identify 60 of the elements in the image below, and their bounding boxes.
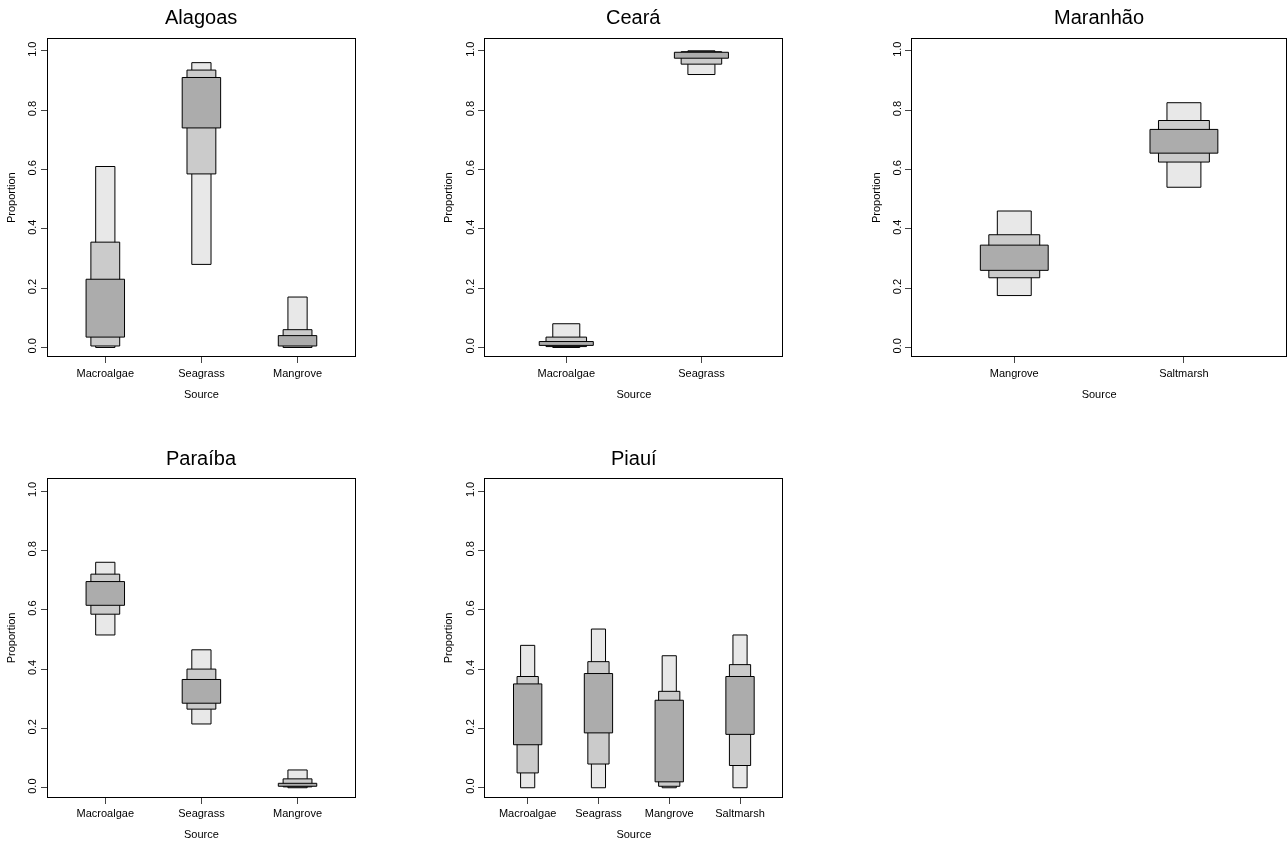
y-tick-label: 0.8 — [463, 100, 476, 117]
y-tick-label: 0.2 — [26, 719, 39, 735]
x-tick-label: Saltmarsh — [1159, 366, 1209, 379]
x-tick-label: Mangrove — [989, 366, 1039, 379]
y-tick-label: 0.8 — [26, 541, 39, 557]
y-tick-label: 0.2 — [463, 719, 476, 735]
y-tick-label: 0.6 — [463, 600, 476, 616]
x-axis-title: Source — [616, 828, 652, 841]
y-tick-label: 0.0 — [463, 778, 476, 794]
y-axis-title: Proportion — [442, 612, 455, 664]
y-axis-title: Proportion — [442, 172, 455, 224]
y-tick-label: 0.4 — [891, 219, 904, 235]
y-tick-label: 0.6 — [891, 160, 904, 176]
y-tick-label: 0.4 — [463, 659, 476, 676]
bar — [277, 782, 318, 787]
y-tick-label: 0.2 — [891, 278, 904, 295]
x-tick-label: Mangrove — [273, 806, 322, 819]
y-tick-label: 0.6 — [26, 600, 39, 616]
y-tick-label: 0.6 — [463, 160, 476, 176]
y-tick-label: 0.4 — [26, 219, 39, 235]
chart-title: Maranhão — [1054, 6, 1145, 28]
y-axis-title: Proportion — [4, 172, 17, 224]
y-axis-title: Proportion — [4, 612, 17, 664]
y-tick-label: 0.0 — [26, 338, 39, 354]
y-tick-label: 0.0 — [463, 338, 476, 354]
x-axis-title: Source — [616, 387, 652, 400]
x-tick-label: Seagrass — [178, 806, 226, 819]
y-tick-label: 0.6 — [26, 160, 39, 176]
x-axis-title: Source — [183, 828, 219, 841]
x-tick-label: Seagrass — [575, 806, 623, 819]
x-tick-label: Macroalgae — [76, 366, 135, 379]
y-tick-label: 1.0 — [26, 481, 39, 498]
y-tick-label: 0.8 — [463, 541, 476, 557]
y-tick-label: 1.0 — [463, 41, 476, 57]
x-tick-label: Mangrove — [644, 806, 694, 819]
y-axis-title: Proportion — [869, 172, 882, 224]
x-axis-title: Source — [183, 387, 219, 400]
x-tick-label: Seagrass — [678, 366, 726, 379]
chart-title: Ceará — [606, 6, 662, 28]
chart-title: Alagoas — [165, 6, 238, 28]
y-tick-label: 1.0 — [891, 41, 904, 57]
chart-title: Piauí — [611, 447, 658, 469]
y-tick-label: 0.0 — [891, 338, 904, 354]
y-tick-label: 1.0 — [463, 481, 476, 498]
x-tick-label: Macroalgae — [76, 806, 135, 819]
y-tick-label: 0.2 — [26, 278, 39, 295]
y-tick-label: 0.4 — [463, 219, 476, 235]
x-tick-label: Seagrass — [178, 366, 226, 379]
x-tick-label: Macroalgae — [537, 366, 596, 379]
x-axis-title: Source — [1081, 387, 1117, 400]
x-tick-label: Saltmarsh — [715, 806, 765, 819]
y-tick-label: 0.8 — [26, 100, 39, 117]
y-tick-label: 0.2 — [463, 278, 476, 295]
x-tick-label: Mangrove — [273, 366, 322, 379]
y-tick-label: 0.8 — [891, 100, 904, 117]
y-tick-label: 0.0 — [26, 778, 39, 794]
chart-title: Paraíba — [166, 447, 237, 469]
y-tick-label: 0.4 — [26, 659, 39, 676]
y-tick-label: 1.0 — [26, 41, 39, 57]
x-tick-label: Macroalgae — [498, 806, 557, 819]
